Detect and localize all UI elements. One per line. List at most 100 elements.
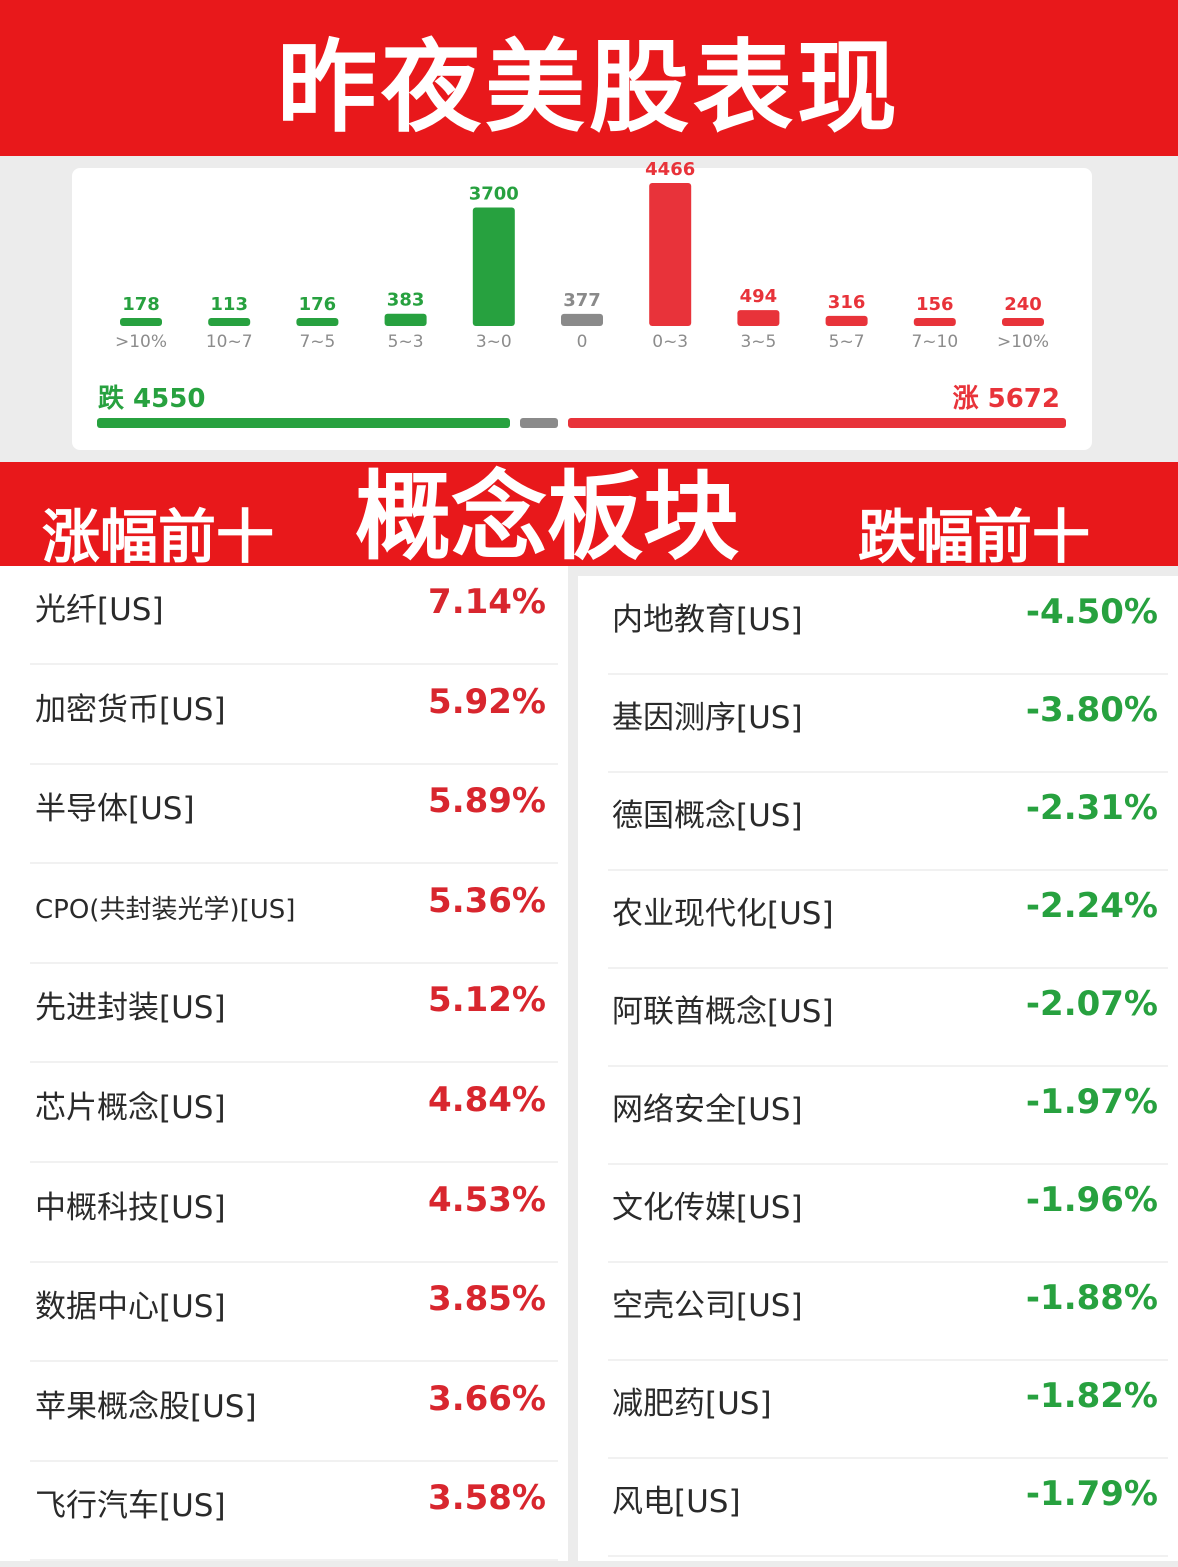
loser-row[interactable]: 空壳公司[US] -1.88%	[578, 1262, 1178, 1361]
gainer-row[interactable]: 加密货币[US] 5.92%	[0, 666, 568, 765]
loser-name: 德国概念[US]	[612, 798, 803, 834]
dist-bar-0	[120, 318, 162, 326]
loser-change: -1.82%	[1025, 1376, 1158, 1416]
dist-value-label-7: 494	[740, 286, 778, 307]
gainer-change: 3.58%	[428, 1478, 546, 1519]
loser-row[interactable]: 农业现代化[US] -2.24%	[578, 870, 1178, 969]
dist-category-label-0: >10%	[115, 332, 167, 352]
loser-row[interactable]: 网络安全[US] -1.97%	[578, 1066, 1178, 1165]
dist-category-label-9: 7~10	[911, 332, 958, 352]
distribution-card	[72, 168, 1092, 450]
loser-name: 减肥药[US]	[612, 1386, 772, 1422]
gainer-change: 4.84%	[428, 1080, 546, 1120]
row-divider	[30, 1360, 558, 1363]
row-divider	[608, 1163, 1168, 1165]
losers-list: 内地教育[US] -4.50% 基因测序[US] -3.80% 德国概念[US] -2.3…	[578, 576, 1178, 1561]
loser-row[interactable]: 内地教育[US] -4.50%	[578, 576, 1178, 675]
dist-category-label-10: >10%	[997, 332, 1049, 352]
dist-category-label-4: 3~0	[476, 332, 512, 352]
gainer-row[interactable]: 芯片概念[US] 4.84%	[0, 1064, 568, 1163]
gainers-list: 光纤[US] 7.14% 加密货币[US] 5.92% 半导体[US] 5.89% CPO(…	[0, 566, 568, 1562]
gainer-name: 数据中心[US]	[35, 1289, 226, 1326]
dist-value-label-2: 176	[299, 294, 337, 315]
loser-row[interactable]: 减肥药[US] -1.82%	[578, 1360, 1178, 1459]
dist-value-label-8: 316	[828, 292, 866, 313]
dist-category-label-2: 7~5	[299, 332, 335, 352]
loser-name: 风电[US]	[612, 1484, 741, 1520]
page-title: 昨夜美股表现	[277, 28, 901, 146]
dist-bar-3	[384, 313, 427, 326]
dist-category-label-6: 0~3	[652, 332, 688, 352]
loser-change: -2.31%	[1025, 788, 1158, 828]
loser-change: -2.07%	[1025, 984, 1158, 1024]
gainer-row[interactable]: CPO(共封装光学)[US] 5.36%	[0, 865, 568, 964]
loser-change: -2.24%	[1025, 886, 1158, 926]
gainer-name: 先进封装[US]	[35, 990, 226, 1027]
dist-value-label-6: 4466	[645, 159, 695, 180]
distribution-section: 178 >10% 113 10~7 176 7~5 383 5~3 3700 3~0 377 0 446…	[0, 156, 1178, 462]
gainer-row[interactable]: 飞行汽车[US] 3.58%	[0, 1462, 568, 1562]
gainer-name: CPO(共封装光学)[US]	[35, 894, 296, 925]
loser-name: 内地教育[US]	[612, 602, 803, 638]
row-divider	[608, 1261, 1168, 1263]
dist-category-label-3: 5~3	[388, 332, 424, 352]
gainer-name: 光纤[US]	[35, 592, 164, 628]
top-gainers-label: 涨幅前十	[42, 503, 275, 571]
loser-change: -1.97%	[1025, 1082, 1158, 1122]
dist-bar-1	[208, 318, 251, 326]
dist-bar-5	[561, 313, 603, 326]
loser-change: -1.79%	[1025, 1474, 1158, 1514]
row-divider	[608, 1065, 1168, 1067]
dist-category-label-1: 10~7	[206, 332, 253, 352]
gainer-change: 3.85%	[428, 1279, 546, 1320]
dist-bar-2	[296, 318, 339, 326]
gainer-change: 5.92%	[428, 681, 546, 722]
loser-row[interactable]: 风电[US] -1.79%	[578, 1458, 1178, 1557]
gainer-change: 7.14%	[428, 582, 546, 622]
gainer-name: 半导体[US]	[35, 791, 195, 828]
loser-name: 文化传媒[US]	[612, 1190, 803, 1226]
gainer-row[interactable]: 苹果概念股[US] 3.66%	[0, 1363, 568, 1462]
dist-category-label-7: 3~5	[740, 332, 776, 352]
row-divider	[608, 1555, 1168, 1557]
gainer-row[interactable]: 先进封装[US] 5.12%	[0, 964, 568, 1064]
section-banner: 涨幅前十 概念板块 跌幅前十	[0, 462, 1178, 572]
advancers-count: 涨 5672	[952, 384, 1060, 414]
dist-value-label-4: 3700	[469, 184, 519, 205]
row-divider	[30, 1161, 558, 1163]
loser-name: 农业现代化[US]	[612, 896, 834, 932]
row-divider	[30, 1260, 558, 1263]
dist-value-label-10: 240	[1004, 294, 1042, 315]
loser-name: 阿联酋概念[US]	[612, 994, 834, 1030]
gainer-name: 加密货币[US]	[35, 691, 226, 728]
loser-row[interactable]: 德国概念[US] -2.31%	[578, 772, 1178, 871]
dist-bar-6	[649, 183, 692, 326]
gainer-row[interactable]: 数据中心[US] 3.85%	[0, 1263, 568, 1363]
loser-change: -3.80%	[1025, 690, 1158, 730]
loser-change: -4.50%	[1025, 592, 1158, 632]
row-divider	[608, 673, 1168, 675]
header-banner: 昨夜美股表现	[0, 0, 1178, 156]
dist-bar-4	[472, 207, 515, 326]
loser-row[interactable]: 文化传媒[US] -1.96%	[578, 1164, 1178, 1263]
row-divider	[30, 663, 558, 665]
dist-category-label-5: 0	[577, 332, 588, 352]
row-divider	[608, 869, 1168, 871]
row-divider	[608, 1359, 1168, 1361]
dist-bar-10	[1002, 318, 1044, 326]
dist-bar-7	[737, 310, 780, 326]
gainer-change: 5.36%	[428, 880, 546, 921]
row-divider	[30, 862, 558, 865]
row-divider	[30, 1559, 558, 1562]
dist-value-label-5: 377	[563, 290, 601, 311]
gainer-change: 3.66%	[428, 1378, 546, 1419]
loser-name: 基因测序[US]	[612, 700, 803, 736]
gainer-row[interactable]: 中概科技[US] 4.53%	[0, 1164, 568, 1263]
loser-row[interactable]: 基因测序[US] -3.80%	[578, 674, 1178, 773]
dist-category-label-8: 5~7	[829, 332, 865, 352]
gainer-row[interactable]: 光纤[US] 7.14%	[0, 566, 568, 665]
decliners-count: 跌 4550	[98, 384, 206, 414]
gainer-row[interactable]: 半导体[US] 5.89%	[0, 765, 568, 865]
row-divider	[30, 961, 558, 964]
loser-row[interactable]: 阿联酋概念[US] -2.07%	[578, 968, 1178, 1067]
